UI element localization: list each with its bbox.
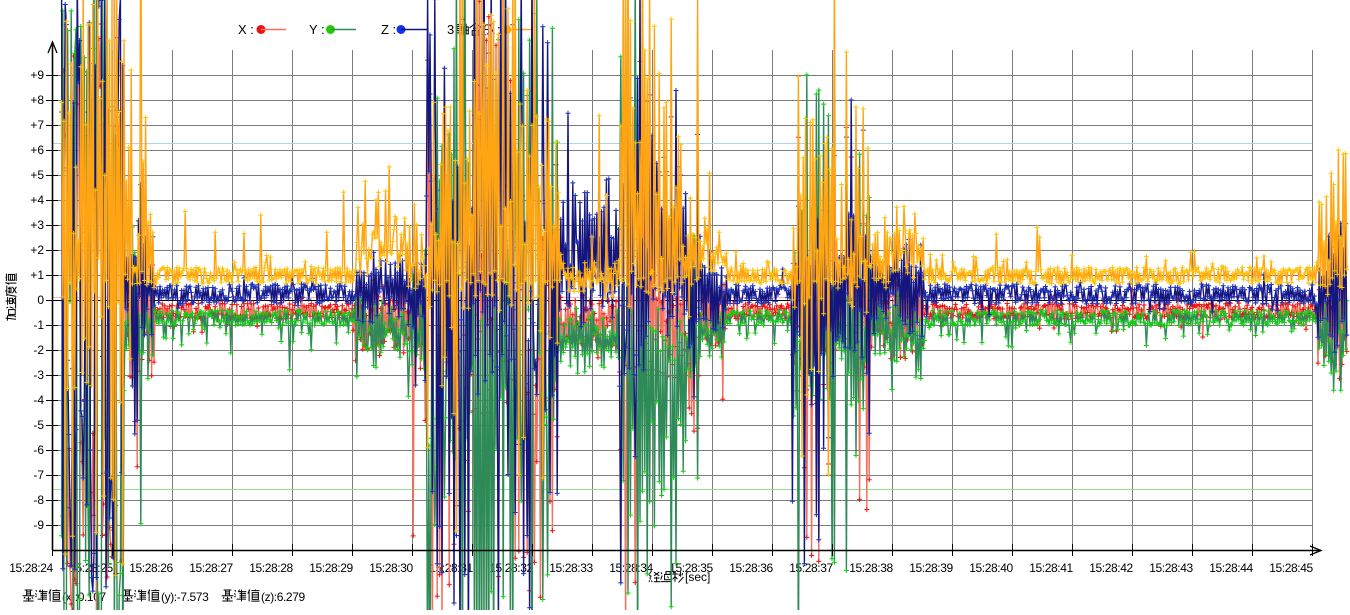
svg-text:15:28:29: 15:28:29 bbox=[309, 561, 353, 575]
svg-text:Y :: Y : bbox=[309, 22, 325, 37]
svg-text:-3: -3 bbox=[33, 368, 44, 382]
svg-text:+2: +2 bbox=[30, 243, 44, 257]
svg-text:15:28:30: 15:28:30 bbox=[369, 561, 413, 575]
svg-text:3: 3 bbox=[447, 22, 454, 37]
svg-text:15:28:31: 15:28:31 bbox=[429, 561, 473, 575]
svg-text:+3: +3 bbox=[30, 218, 44, 232]
svg-text:-6: -6 bbox=[33, 443, 44, 457]
svg-text:+8: +8 bbox=[30, 93, 44, 107]
svg-text::: : bbox=[497, 22, 501, 37]
svg-text:Z :: Z : bbox=[381, 22, 396, 37]
svg-text:[sec]: [sec] bbox=[685, 570, 710, 584]
svg-text:+4: +4 bbox=[30, 193, 44, 207]
svg-text:15:28:35: 15:28:35 bbox=[669, 561, 713, 575]
svg-text:15:28:42: 15:28:42 bbox=[1089, 561, 1133, 575]
svg-text:15:28:32: 15:28:32 bbox=[489, 561, 533, 575]
svg-text:15:28:38: 15:28:38 bbox=[849, 561, 893, 575]
svg-text:+6: +6 bbox=[30, 143, 44, 157]
svg-text:15:28:36: 15:28:36 bbox=[729, 561, 773, 575]
svg-text:-5: -5 bbox=[33, 418, 44, 432]
svg-text:-2: -2 bbox=[33, 343, 44, 357]
svg-text:15:28:44: 15:28:44 bbox=[1209, 561, 1253, 575]
svg-text:+7: +7 bbox=[30, 118, 44, 132]
svg-text:-9: -9 bbox=[33, 518, 44, 532]
svg-text:-8: -8 bbox=[33, 493, 44, 507]
svg-text:15:28:27: 15:28:27 bbox=[189, 561, 233, 575]
svg-text:(x):0.107: (x):0.107 bbox=[62, 590, 106, 604]
svg-text:15:28:33: 15:28:33 bbox=[549, 561, 593, 575]
svg-text:0: 0 bbox=[37, 293, 44, 307]
svg-text:(y):-7.573: (y):-7.573 bbox=[161, 590, 209, 604]
svg-text:X :: X : bbox=[238, 22, 254, 37]
svg-text:15:28:40: 15:28:40 bbox=[969, 561, 1013, 575]
svg-text:15:28:39: 15:28:39 bbox=[909, 561, 953, 575]
svg-text:15:28:28: 15:28:28 bbox=[249, 561, 293, 575]
svg-text:-4: -4 bbox=[33, 393, 44, 407]
svg-text:15:28:45: 15:28:45 bbox=[1269, 561, 1313, 575]
svg-text:-1: -1 bbox=[33, 318, 44, 332]
svg-text:15:28:26: 15:28:26 bbox=[129, 561, 173, 575]
svg-text:+9: +9 bbox=[30, 68, 44, 82]
svg-text:(z):6.279: (z):6.279 bbox=[261, 590, 305, 604]
svg-text:+1: +1 bbox=[30, 268, 44, 282]
svg-text:15:28:43: 15:28:43 bbox=[1149, 561, 1193, 575]
svg-text:+5: +5 bbox=[30, 168, 44, 182]
svg-text:-7: -7 bbox=[33, 468, 44, 482]
svg-text:15:28:24: 15:28:24 bbox=[9, 561, 53, 575]
svg-text:15:28:41: 15:28:41 bbox=[1029, 561, 1073, 575]
svg-text:15:28:37: 15:28:37 bbox=[789, 561, 833, 575]
